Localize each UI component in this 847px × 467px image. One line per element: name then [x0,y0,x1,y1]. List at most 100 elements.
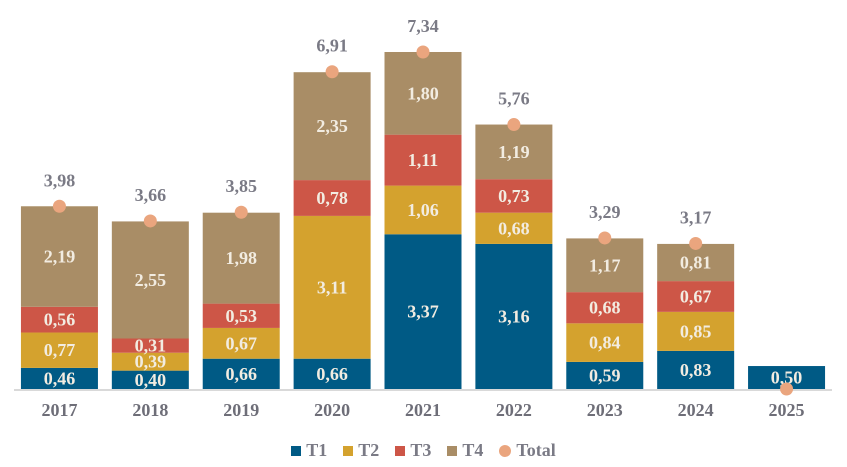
x-tick-label-2023: 2023 [587,400,623,420]
bar-segment-t3-2020 [293,180,371,216]
bar-segment-t2-2023 [566,323,644,362]
data-label-t1-2023: 0,59 [589,365,621,385]
bar-segment-t3-2021 [384,134,462,186]
x-tick-label-2022: 2022 [496,400,532,420]
data-label-t4-2021: 1,80 [407,83,439,103]
data-label-t3-2018: 0,31 [135,336,167,356]
legend-label-t4: T4 [462,440,484,460]
total-label-2019: 3,85 [225,176,257,196]
bar-segment-t2-2017 [20,332,98,368]
bar-segment-t2-2019 [202,327,280,359]
data-label-t1-2020: 0,66 [316,364,348,384]
bar-segment-t1-2018 [111,370,189,389]
bar-segment-t1-2023 [566,361,644,389]
bar-segment-t3-2017 [20,306,98,333]
data-label-t3-2017: 0,56 [44,310,76,330]
total-label-2018: 3,66 [135,185,167,205]
legend-label-t2: T2 [358,440,380,460]
bar-segment-t2-2021 [384,185,462,235]
data-label-t1-2024: 0,83 [680,360,712,380]
x-tick-label-2017: 2017 [41,400,77,420]
data-label-t2-2017: 0,77 [44,340,76,360]
data-label-t3-2023: 0,68 [589,298,621,318]
x-tick-label-2024: 2024 [678,400,714,420]
data-label-t1-2017: 0,46 [44,368,76,388]
data-label-t1-2018: 0,40 [135,370,167,390]
data-label-t1-2021: 3,37 [407,302,439,322]
x-tick-label-2021: 2021 [405,400,441,420]
data-label-t2-2018: 0,39 [135,352,167,372]
bar-segment-t1-2024 [657,350,735,389]
legend-item-t1: T1 [291,440,327,461]
totals-layer: 3,98 3,66 3,85 6,91 7,34 5,76 3,29 3,17 [44,16,794,396]
legend-swatch-t3 [395,445,406,456]
total-label-2024: 3,17 [680,207,712,227]
bar-segment-t4-2021 [384,52,462,135]
total-marker-2019 [234,205,248,219]
total-label-2023: 3,29 [589,202,621,222]
legend-item-t3: T3 [395,440,431,461]
total-label-2017: 3,98 [44,170,76,190]
legend-swatch-t1 [291,445,302,456]
bar-segment-t4-2022 [475,124,553,180]
total-label-2022: 5,76 [498,89,530,109]
total-marker-2021 [416,45,430,59]
bar-segment-t1-2017 [20,367,98,389]
data-label-t4-2019: 1,98 [225,248,257,268]
bar-segment-t4-2024 [657,243,735,282]
total-marker-2017 [52,199,66,213]
total-marker-2018 [143,214,157,228]
bar-segment-t1-2021 [384,234,462,389]
legend-label-t1: T1 [306,440,328,460]
bar-segment-t1-2020 [293,358,371,389]
legend-label-t3: T3 [410,440,432,460]
data-label-t3-2019: 0,53 [225,306,257,326]
data-label-t4-2022: 1,19 [498,142,530,162]
legend-item-total: Total [499,440,556,461]
bar-segment-t1-2019 [202,358,280,389]
legend-label-total: Total [516,440,556,460]
x-axis-ticks: 2017 2018 2019 2020 2021 2022 2023 2024 2025 [41,400,804,420]
bar-segment-t4-2019 [202,212,280,304]
data-label-t4-2023: 1,17 [589,255,621,275]
data-label-t4-2018: 2,55 [135,270,167,290]
data-label-t2-2023: 0,84 [589,333,621,353]
bar-segment-t3-2022 [475,179,553,213]
total-marker-2022 [507,118,521,132]
x-tick-label-2019: 2019 [223,400,259,420]
legend-item-t2: T2 [343,440,379,461]
data-label-t4-2020: 2,35 [316,116,348,136]
bar-segment-t1-2022 [475,243,553,389]
data-label-t1-2019: 0,66 [225,364,257,384]
data-label-t2-2022: 0,68 [498,218,530,238]
data-label-t2-2024: 0,85 [680,321,712,341]
data-label-t3-2022: 0,73 [498,186,530,206]
bar-segment-t3-2018 [111,338,189,353]
x-tick-label-2020: 2020 [314,400,350,420]
legend-swatch-total [499,444,512,457]
data-label-t3-2020: 0,78 [316,188,348,208]
bar-segment-t3-2023 [566,292,644,324]
data-label-t4-2017: 2,19 [44,247,76,267]
bar-segment-t2-2018 [111,352,189,371]
data-label-t3-2021: 1,11 [408,150,439,170]
bar-segment-t3-2019 [202,303,280,328]
data-label-t1-2022: 3,16 [498,306,530,326]
x-tick-label-2025: 2025 [769,400,805,420]
data-label-t1-2025: 0,50 [771,368,803,388]
data-label-t2-2021: 1,06 [407,200,439,220]
bar-segment-t4-2017 [20,206,98,307]
bar-segment-t2-2022 [475,212,553,244]
total-marker-2020 [325,65,339,79]
total-marker-2024 [689,236,703,250]
bar-segment-t4-2023 [566,238,644,293]
data-label-t2-2020: 3,11 [317,277,348,297]
total-marker-2025 [780,382,794,396]
legend: T1 T2 T3 T4 Total [0,440,847,461]
bar-segment-t4-2020 [293,72,371,181]
bar-segment-t2-2020 [293,215,371,359]
total-label-2021: 7,34 [407,16,439,36]
legend-item-t4: T4 [447,440,483,461]
bars-layer: 0,46 0,77 0,56 2,19 0,400,390,31 2,55 0,66 0,67… [20,52,826,390]
